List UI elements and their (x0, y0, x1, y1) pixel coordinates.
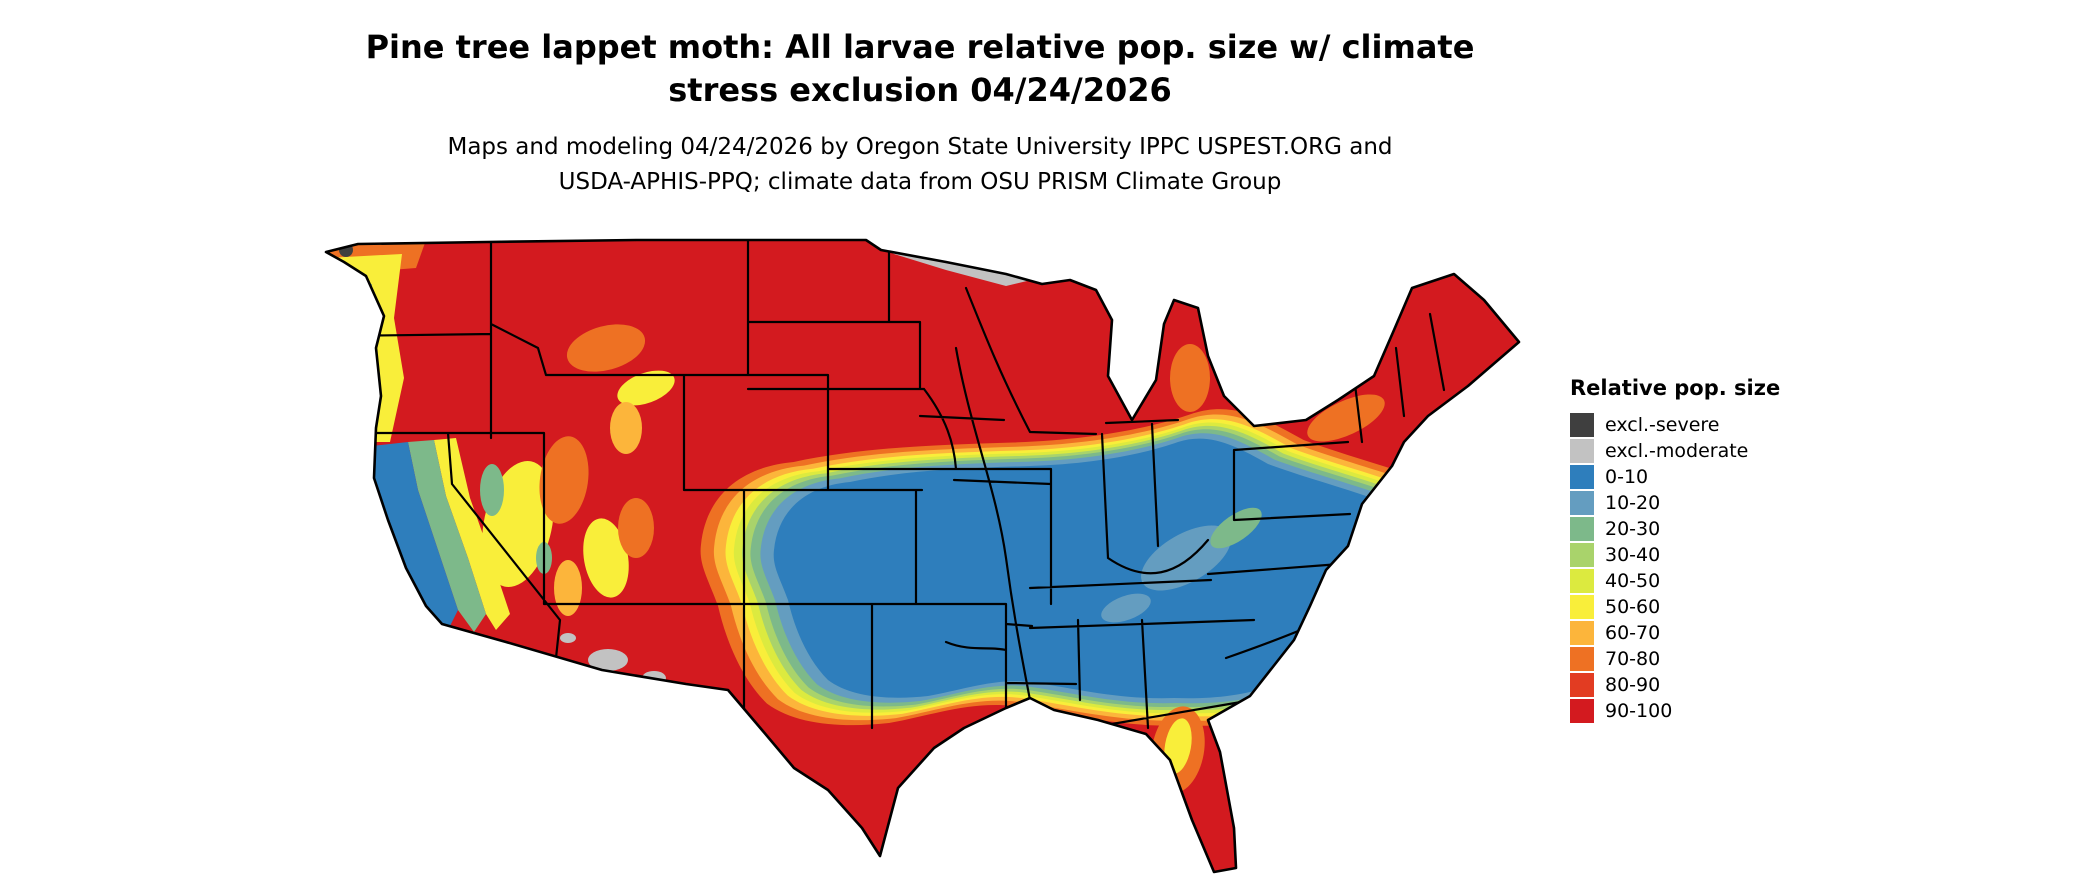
map-title-line1: Pine tree lappet moth: All larvae relati… (365, 28, 1475, 66)
legend-item-70-80: 70-80 (1570, 646, 1780, 672)
legend-item-excl-severe: excl.-severe (1570, 412, 1780, 438)
legend-item-0-10: 0-10 (1570, 464, 1780, 490)
legend-swatch (1570, 699, 1594, 723)
legend-label: 0-10 (1605, 466, 1649, 488)
legend-label: 80-90 (1605, 674, 1661, 696)
legend-swatch (1570, 543, 1594, 567)
legend-swatch (1570, 439, 1594, 463)
legend-label: 70-80 (1605, 648, 1661, 670)
legend-label: 60-70 (1605, 622, 1661, 644)
us-outline (324, 238, 1521, 874)
legend-swatch (1570, 621, 1594, 645)
legend-swatch (1570, 673, 1594, 697)
map-legend: Relative pop. size excl.-severe excl.-mo… (1570, 376, 1780, 724)
map-header: Pine tree lappet moth: All larvae relati… (0, 26, 1840, 199)
legend-swatch (1570, 595, 1594, 619)
legend-label: excl.-severe (1605, 414, 1720, 436)
legend-item-40-50: 40-50 (1570, 568, 1780, 594)
legend-item-20-30: 20-30 (1570, 516, 1780, 542)
legend-label: 30-40 (1605, 544, 1661, 566)
legend-swatch (1570, 465, 1594, 489)
legend-label: 20-30 (1605, 518, 1661, 540)
legend-label: excl.-moderate (1605, 440, 1749, 462)
legend-item-50-60: 50-60 (1570, 594, 1780, 620)
map-title-line2: stress exclusion 04/24/2026 (668, 71, 1172, 110)
legend-swatch (1570, 647, 1594, 671)
legend-title: Relative pop. size (1570, 376, 1781, 400)
legend-label: 40-50 (1605, 570, 1661, 592)
us-population-map (306, 228, 1526, 884)
map-subtitle-line1: Maps and modeling 04/24/2026 by Oregon S… (447, 134, 1393, 161)
legend-item-30-40: 30-40 (1570, 542, 1780, 568)
legend-item-excl-moderate: excl.-moderate (1570, 438, 1780, 464)
legend-item-60-70: 60-70 (1570, 620, 1780, 646)
legend-label: 90-100 (1605, 700, 1673, 722)
legend-label: 50-60 (1605, 596, 1661, 618)
legend-item-10-20: 10-20 (1570, 490, 1780, 516)
map-title: Pine tree lappet moth: All larvae relati… (0, 26, 1840, 112)
us-map-svg (324, 238, 1521, 874)
map-raster (326, 240, 1519, 872)
legend-swatch (1570, 413, 1594, 437)
legend-swatch (1570, 517, 1594, 541)
legend-swatch (1570, 491, 1594, 515)
legend-item-80-90: 80-90 (1570, 672, 1780, 698)
state-borders (334, 240, 1446, 775)
map-subtitle: Maps and modeling 04/24/2026 by Oregon S… (0, 130, 1840, 199)
map-subtitle-line2: USDA-APHIS-PPQ; climate data from OSU PR… (558, 168, 1282, 195)
legend-item-90-100: 90-100 (1570, 698, 1780, 724)
legend-swatch (1570, 569, 1594, 593)
legend-label: 10-20 (1605, 492, 1661, 514)
